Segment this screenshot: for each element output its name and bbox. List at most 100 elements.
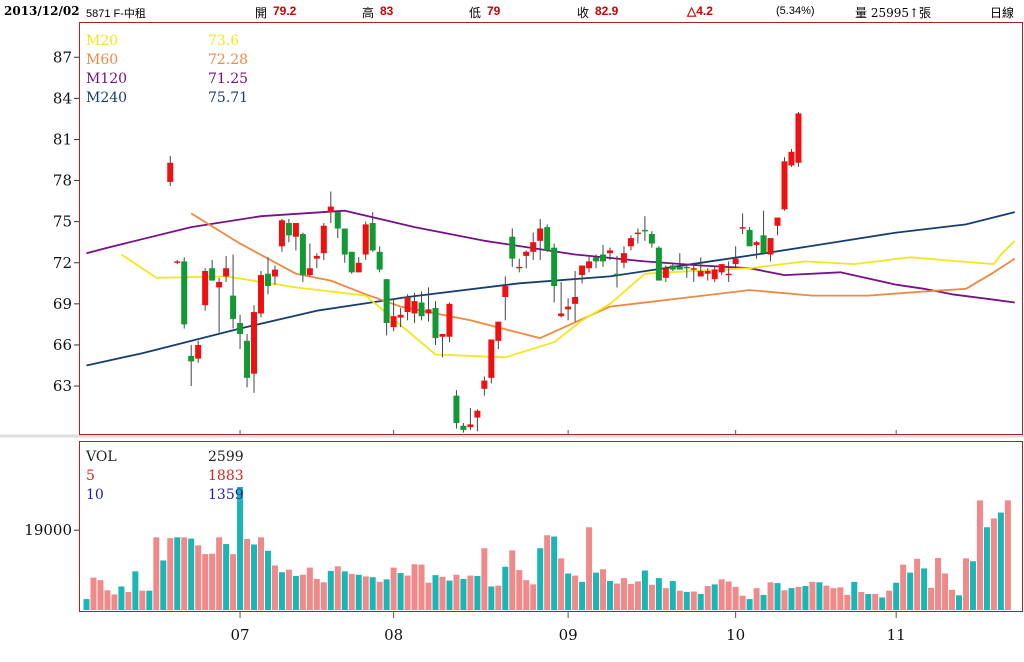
volume-bar	[537, 548, 544, 610]
volume-bar	[572, 575, 579, 610]
volume-bar	[586, 527, 593, 610]
volume-bar	[732, 586, 739, 610]
candle-up	[425, 309, 432, 314]
candle-up	[774, 217, 781, 226]
month-label: 10	[726, 626, 745, 644]
volume-bar	[962, 558, 969, 610]
volume-bar	[942, 573, 949, 610]
volume-bar	[676, 590, 683, 610]
price-tick-label: 81	[53, 130, 72, 148]
candle-down	[369, 223, 376, 251]
volume-bar	[313, 578, 320, 610]
candle-up	[446, 303, 453, 337]
volume-bar	[132, 571, 139, 610]
candle-up	[767, 238, 774, 255]
volume-bar	[181, 537, 188, 610]
volume-bar	[362, 576, 369, 610]
candle-up	[662, 268, 669, 278]
volume-bar	[125, 591, 132, 610]
volume-bar	[600, 569, 607, 610]
candle-down	[551, 247, 558, 287]
month-label: 07	[231, 626, 250, 644]
volume-bar	[432, 575, 439, 610]
volume-bar	[83, 599, 90, 610]
volume-bar	[634, 581, 641, 610]
volume-bar	[348, 573, 355, 610]
candle-down	[600, 254, 607, 262]
candle-up	[306, 268, 313, 276]
candle-down	[432, 307, 439, 339]
legend-price-name: M60	[86, 52, 118, 68]
candle-up	[732, 258, 739, 265]
volume-bar	[990, 518, 997, 610]
volume-bar	[949, 589, 956, 610]
candle-up	[607, 250, 613, 254]
volume-bar	[593, 572, 600, 610]
candle-up	[278, 220, 285, 247]
candle-up	[516, 266, 523, 269]
candle-up	[718, 264, 725, 273]
volume-bar	[558, 558, 565, 610]
candle-up	[320, 225, 327, 254]
volume-bar	[188, 538, 195, 610]
volume-bar	[607, 581, 613, 610]
volume-bar	[997, 512, 1004, 610]
volume-bar	[544, 535, 551, 610]
candle-down	[348, 251, 355, 273]
volume-bar	[390, 567, 397, 610]
volume-bar	[683, 591, 690, 610]
candle-up	[467, 424, 474, 428]
volume-bar	[935, 557, 942, 610]
candle-up	[586, 261, 593, 269]
volume-bar	[251, 544, 258, 610]
volume-bar	[837, 587, 844, 610]
volume-bar	[809, 581, 816, 610]
open-value: 79.2	[273, 4, 297, 18]
volume-bar	[739, 595, 746, 610]
volume-bar	[641, 570, 648, 610]
legend-price-name: M240	[86, 90, 127, 106]
ma20-line	[120, 240, 1016, 359]
volume-bar	[802, 586, 809, 610]
price-tick-label: 63	[53, 377, 72, 395]
volume-bar	[886, 590, 893, 610]
candle-up	[390, 316, 397, 328]
volume-bar	[669, 581, 676, 610]
volume-bar	[760, 594, 767, 610]
candle-up	[223, 268, 230, 277]
volume-bar	[216, 537, 223, 610]
volume-bar	[516, 570, 523, 610]
volume-bar	[104, 590, 111, 610]
volume-bar	[285, 569, 292, 610]
candle-down	[648, 233, 655, 244]
high-label: 高	[362, 6, 375, 20]
volume-bar	[830, 588, 837, 610]
candle-up	[690, 268, 697, 270]
legend-price-value: 75.71	[208, 90, 248, 106]
candle-up	[788, 151, 795, 166]
volume-bar	[320, 582, 327, 610]
price-tick-label: 66	[53, 336, 72, 354]
candle-down	[188, 355, 195, 362]
legend-price-name: M120	[86, 71, 127, 87]
candle-down	[264, 273, 271, 287]
volume-bar	[823, 585, 830, 610]
volume-bar	[907, 572, 914, 610]
price-tick-label: 69	[53, 295, 72, 313]
price-panel-frame	[79, 22, 1023, 435]
candle-down	[285, 223, 292, 236]
volume-bar	[781, 590, 788, 610]
volume-bar	[167, 538, 174, 610]
volume-bar	[774, 583, 781, 610]
volume-bar	[488, 586, 495, 610]
candle-up	[572, 297, 579, 304]
volume-bar	[690, 591, 697, 610]
price-change: △4.2	[687, 4, 713, 18]
low-value: 79	[487, 4, 501, 18]
candle-up	[362, 224, 369, 255]
volume-bar	[844, 594, 851, 610]
volume-bar	[139, 590, 146, 610]
quote-header: 2013/12/02 5871 F-中租 開 79.2 高 83 低 79 收 …	[0, 0, 1024, 22]
candle-up	[495, 321, 502, 341]
